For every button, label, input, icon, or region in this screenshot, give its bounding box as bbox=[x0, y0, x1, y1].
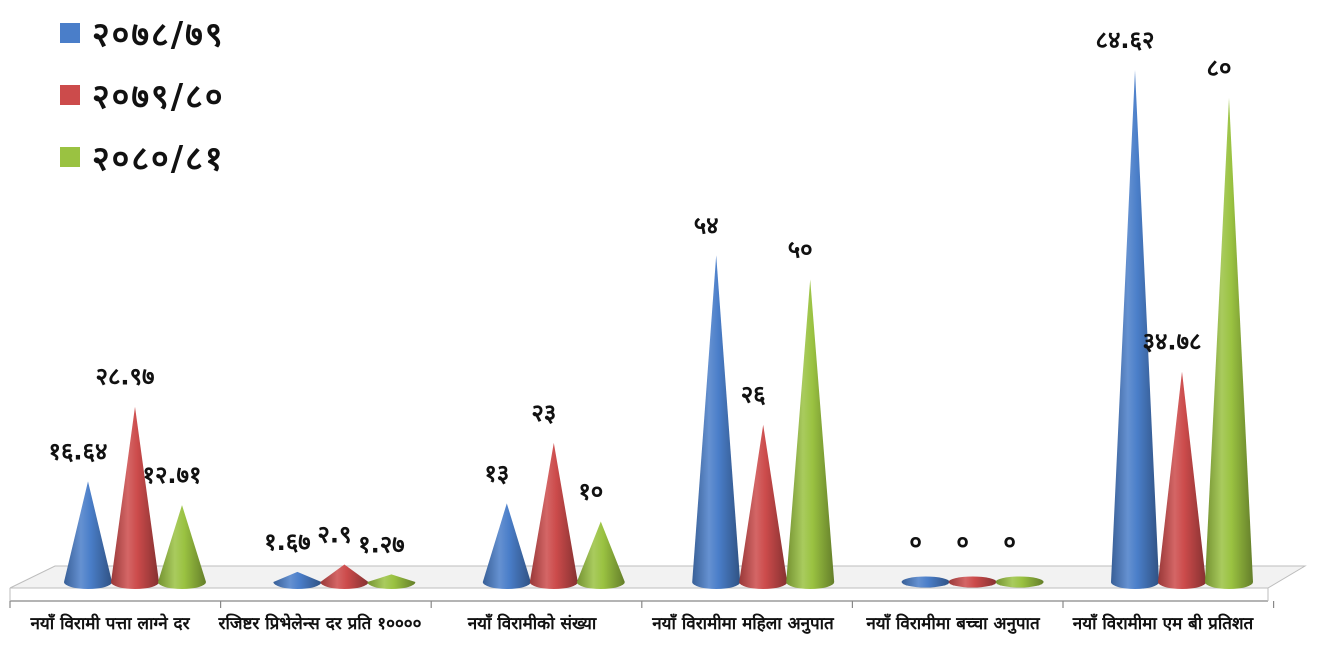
cone-mark bbox=[320, 564, 369, 589]
cone-mark bbox=[995, 576, 1044, 588]
data-labels: १६.६४ २८.९७ १२.७१ १.६७ २.९ १.२७ १३ २३ १० ५४ २६ ५० ० ०… bbox=[48, 26, 1231, 558]
data-label: ५४ bbox=[694, 211, 719, 239]
plot-area bbox=[64, 70, 1253, 590]
data-label: १० bbox=[578, 478, 603, 506]
x-tick-label: नयाँ विरामी पत्ता लाग्ने दर bbox=[30, 614, 190, 634]
data-label: २३ bbox=[531, 399, 556, 427]
cone-mark bbox=[786, 279, 835, 589]
x-tick-label: रजिष्टर प्रिभेलेन्स दर प्रति १०००० bbox=[218, 614, 422, 634]
cone-mark bbox=[482, 503, 531, 589]
cone-mark bbox=[901, 576, 950, 588]
cone-mark bbox=[948, 576, 997, 588]
data-label: ८४.६२ bbox=[1095, 26, 1154, 54]
legend-item: २०७९/८० bbox=[60, 64, 225, 126]
legend-label: २०७८/७९ bbox=[92, 15, 225, 55]
x-axis-ticks bbox=[9, 601, 1275, 608]
data-label: १२.७१ bbox=[142, 461, 201, 489]
cone-mark bbox=[1158, 371, 1206, 589]
legend-swatch bbox=[60, 147, 80, 167]
data-label: ३४.७८ bbox=[1142, 328, 1201, 356]
legend-swatch bbox=[60, 23, 80, 43]
cone-mark bbox=[367, 574, 416, 589]
data-label: २६ bbox=[741, 381, 766, 409]
legend: २०७८/७९ २०७९/८० २०८०/८१ bbox=[60, 2, 225, 188]
x-tick-label: नयाँ विरामीमा महिला अनुपात bbox=[652, 614, 834, 634]
data-label: १६.६४ bbox=[48, 437, 107, 465]
data-label: ५० bbox=[788, 236, 813, 264]
x-tick-label: नयाँ विरामीमा बच्चा अनुपात bbox=[866, 614, 1040, 634]
cone-mark bbox=[529, 442, 578, 589]
cone-mark bbox=[692, 255, 741, 590]
x-tick-label: नयाँ विरामीको संख्या bbox=[467, 614, 597, 634]
data-label: ८० bbox=[1207, 54, 1232, 82]
cone-mark bbox=[273, 571, 322, 589]
cone-mark bbox=[576, 521, 625, 589]
data-label: २.९ bbox=[317, 520, 351, 548]
x-tick-label: नयाँ विरामीमा एम बी प्रतिशत bbox=[1072, 614, 1254, 634]
legend-item: २०७८/७९ bbox=[60, 2, 225, 64]
cone-mark bbox=[158, 505, 206, 589]
legend-label: २०७९/८० bbox=[92, 77, 225, 117]
legend-item: २०८०/८१ bbox=[60, 126, 225, 188]
legend-swatch bbox=[60, 85, 80, 105]
cone-mark bbox=[1111, 70, 1159, 589]
data-label: ० bbox=[909, 528, 921, 556]
cone-mark bbox=[111, 406, 159, 589]
cone-mark bbox=[64, 481, 112, 589]
cone-mark bbox=[739, 424, 788, 589]
cone-mark bbox=[1205, 98, 1253, 589]
data-label: २८.९७ bbox=[95, 363, 154, 391]
data-label: १.६७ bbox=[264, 528, 311, 556]
legend-label: २०८०/८१ bbox=[92, 139, 225, 179]
data-label: १३ bbox=[484, 459, 509, 487]
data-label: १.२७ bbox=[358, 530, 405, 558]
data-label: ० bbox=[956, 528, 968, 556]
data-label: ० bbox=[1003, 528, 1015, 556]
